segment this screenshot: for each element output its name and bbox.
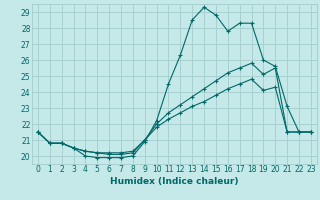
X-axis label: Humidex (Indice chaleur): Humidex (Indice chaleur) [110, 177, 239, 186]
